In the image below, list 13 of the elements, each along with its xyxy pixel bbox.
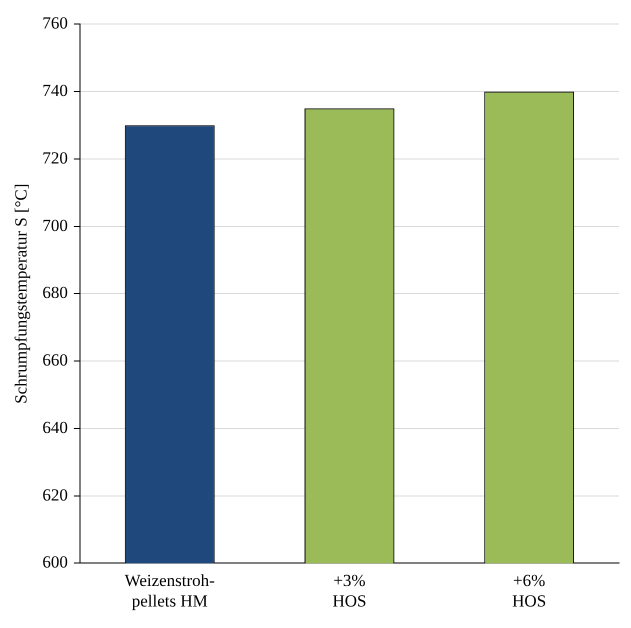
x-tick-label: Weizenstroh- pellets HM	[124, 570, 216, 610]
y-axis-title: Schrumpfungstemperatur S [°C]	[12, 184, 31, 404]
y-tick-label: 640	[42, 418, 68, 437]
y-tick-label: 760	[42, 14, 68, 33]
y-tick-label: 740	[42, 81, 68, 100]
y-tick-label: 680	[42, 283, 68, 302]
x-tick-label: +6% HOS	[512, 570, 546, 610]
y-tick-label: 620	[42, 485, 68, 504]
y-tick-label: 600	[42, 552, 68, 572]
y-tick-label: 700	[42, 216, 68, 235]
y-tick-label: 660	[42, 350, 68, 370]
y-tick-label: 720	[42, 148, 68, 168]
x-tick-label: +3% HOS	[332, 570, 366, 610]
